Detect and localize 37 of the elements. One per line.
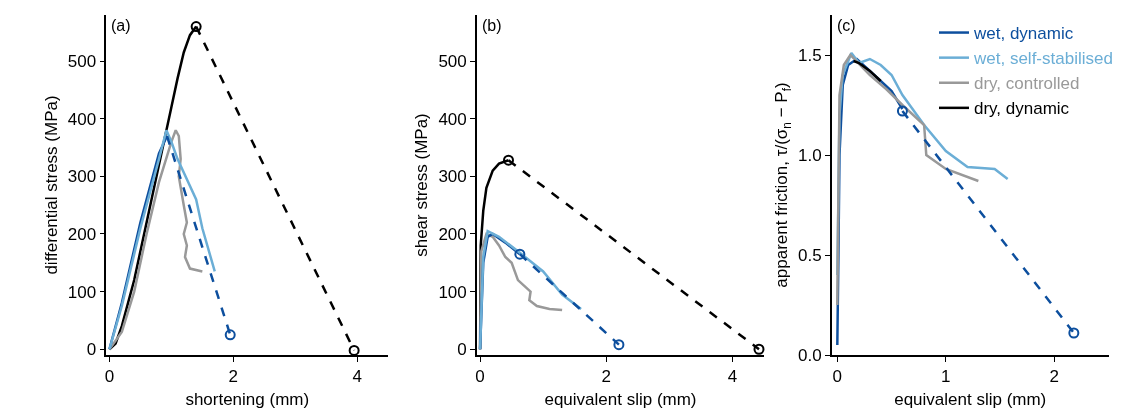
y-tick-label: 500	[438, 52, 467, 72]
y-tick-label: 0.0	[798, 345, 822, 365]
y-axis-title: differential stress (MPa)	[41, 95, 61, 275]
x-axis-title: equivalent slip (mm)	[894, 390, 1047, 410]
y-tick-label: 100	[67, 282, 97, 302]
x-tick-label: 4	[352, 367, 362, 387]
y-tick-label: 0.5	[798, 245, 822, 265]
legend-label: dry, dynamic	[974, 99, 1070, 119]
y-tick-label: 0	[86, 340, 97, 360]
y-tick-label: 200	[67, 224, 97, 244]
annotation: (a)	[111, 17, 131, 34]
x-tick-label: 1	[941, 367, 951, 387]
y-tick-label: 500	[67, 52, 97, 72]
x-axis-title: equivalent slip (mm)	[544, 390, 697, 410]
x-tick-label: 0	[104, 367, 115, 387]
y-tick-label: 1.0	[798, 145, 822, 165]
x-tick-label: 4	[727, 367, 738, 387]
y-tick-label: 1.5	[798, 45, 822, 65]
x-tick-label: 0	[832, 367, 843, 387]
x-tick-label: 2	[228, 367, 239, 387]
y-axis-title: shear stress (MPa)	[412, 113, 432, 257]
y-tick-label: 0	[457, 340, 467, 360]
annotation: (b)	[482, 17, 502, 34]
y-tick-label: 400	[67, 109, 97, 129]
y-tick-label: 300	[438, 167, 467, 187]
x-tick-label: 2	[1049, 367, 1060, 387]
legend-label: wet, dynamic	[973, 24, 1074, 44]
legend-label: dry, controlled	[974, 74, 1080, 94]
y-tick-label: 100	[438, 282, 467, 302]
y-tick-label: 400	[438, 109, 467, 129]
x-tick-label: 0	[475, 367, 485, 387]
y-tick-label: 200	[438, 224, 467, 244]
annotation: (c)	[837, 17, 856, 34]
legend-label: wet, self-stabilised	[973, 49, 1113, 69]
x-axis-title: shortening (mm)	[185, 390, 310, 410]
y-tick-label: 300	[67, 167, 97, 187]
x-tick-label: 2	[601, 367, 612, 387]
